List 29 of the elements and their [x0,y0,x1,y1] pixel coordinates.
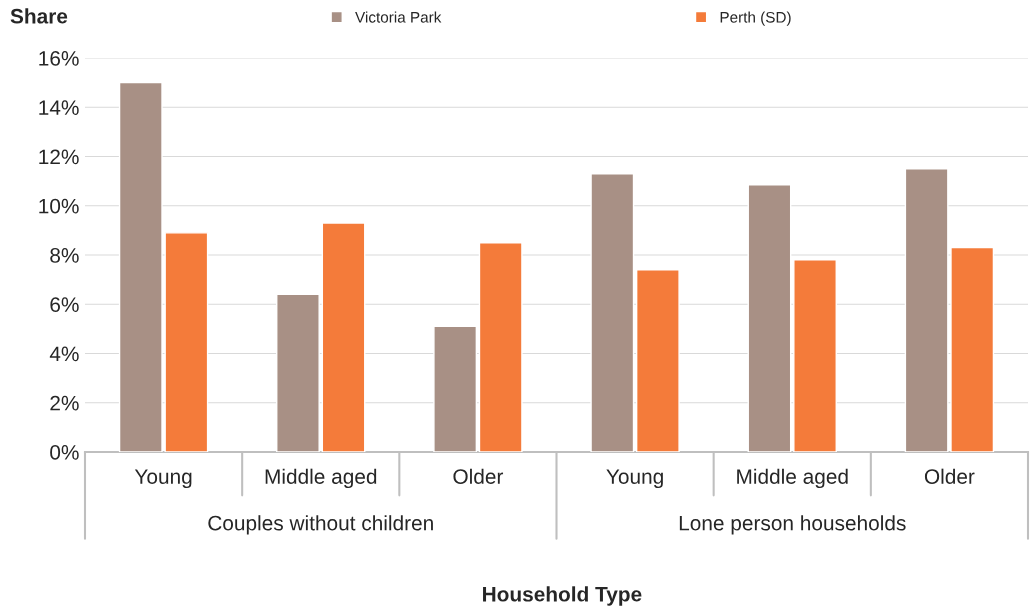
bar [793,259,837,452]
x-tick-label: Older [453,468,504,484]
y-tick-label: 14% [39,100,79,115]
bar [635,269,680,452]
x-tick-label: Young [134,469,192,489]
bar [433,325,478,452]
x-tick-label: Older [924,468,975,484]
x-tick-label: Young [606,469,663,489]
y-axis-title: Share [10,8,68,24]
bar [478,241,523,452]
y-tick-label: 10% [39,198,79,214]
bar [276,293,320,452]
x-tick-label: Middle aged [265,468,377,489]
y-tick-label: 16% [39,51,79,66]
y-tick-label: 8% [50,248,79,263]
text: Couples without children [208,515,433,535]
x-tick-label: Middle aged [737,468,848,489]
legend-label: Victoria Park [355,11,442,23]
y-tick-label: 0% [50,445,79,460]
legend-label: Perth (SD) [720,11,791,26]
y-tick-label: 2% [50,395,79,411]
y-tick-label: 12% [39,149,79,165]
y-tick-label: 4% [49,346,79,362]
bar [321,222,366,452]
x-axis-title: Household Type [483,586,642,606]
y-tick-label: 6% [50,297,79,312]
bar [747,184,792,452]
bar [590,173,635,452]
text: Lone person households [679,515,906,535]
